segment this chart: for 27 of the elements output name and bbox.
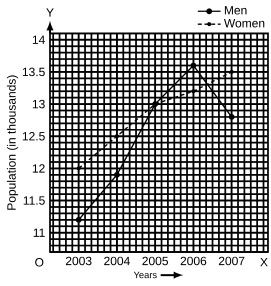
x-tick-label: 2006 — [180, 256, 206, 266]
y-tick-label: 12 — [32, 164, 45, 173]
point — [114, 172, 120, 178]
point — [230, 70, 234, 74]
y-tick-label: 11 — [34, 228, 45, 237]
y-tick-label: 13 — [32, 100, 45, 108]
legend-label: Men — [224, 6, 246, 15]
y-tick-label: 13.5 — [22, 68, 45, 76]
y-tick-label: 14 — [32, 36, 45, 44]
point — [190, 62, 196, 68]
point — [191, 89, 196, 94]
point — [76, 216, 82, 223]
x-tick-label: 2007 — [218, 256, 244, 266]
x-tick-label: 2003 — [66, 256, 92, 266]
x-tick-label: 2004 — [104, 256, 130, 266]
y-tick-label: 11.5 — [24, 196, 45, 205]
point — [228, 114, 235, 120]
y-axis-title: Population (in thousands) — [6, 75, 18, 210]
x-tick-label: 2005 — [142, 256, 168, 266]
point — [114, 134, 119, 138]
text: X — [260, 258, 268, 266]
y-tick-label: 12.5 — [22, 132, 45, 140]
legend-label: Women — [224, 19, 264, 28]
x-axis-title: Years — [134, 272, 157, 278]
point — [76, 166, 81, 170]
text: Y — [46, 8, 54, 17]
text: O — [35, 258, 44, 267]
